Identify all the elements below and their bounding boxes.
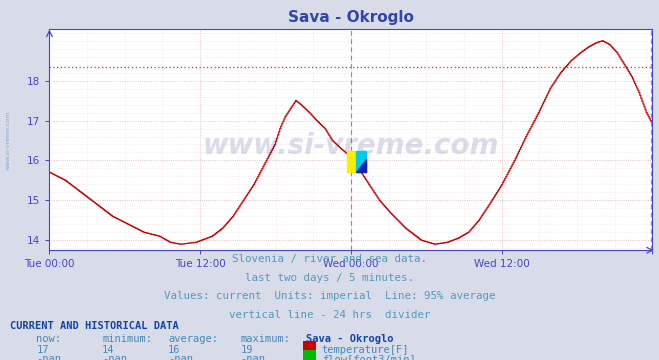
Title: Sava - Okroglo: Sava - Okroglo xyxy=(288,10,414,25)
Text: www.si-vreme.com: www.si-vreme.com xyxy=(5,111,11,170)
Text: Sava - Okroglo: Sava - Okroglo xyxy=(306,334,394,344)
Text: Slovenia / river and sea data.: Slovenia / river and sea data. xyxy=(232,254,427,264)
Text: 14: 14 xyxy=(102,345,115,355)
Text: CURRENT AND HISTORICAL DATA: CURRENT AND HISTORICAL DATA xyxy=(10,321,179,331)
Text: minimum:: minimum: xyxy=(102,334,152,344)
Text: www.si-vreme.com: www.si-vreme.com xyxy=(203,132,499,160)
Text: Values: current  Units: imperial  Line: 95% average: Values: current Units: imperial Line: 95… xyxy=(163,291,496,301)
Text: -nan: -nan xyxy=(168,354,193,360)
Text: -nan: -nan xyxy=(36,354,61,360)
Text: average:: average: xyxy=(168,334,218,344)
Text: 17: 17 xyxy=(36,345,49,355)
Text: 19: 19 xyxy=(241,345,253,355)
Text: -nan: -nan xyxy=(241,354,266,360)
Text: flow[foot3/min]: flow[foot3/min] xyxy=(322,354,415,360)
Bar xyxy=(356,151,366,172)
Text: maximum:: maximum: xyxy=(241,334,291,344)
Text: temperature[F]: temperature[F] xyxy=(322,345,409,355)
Text: last two days / 5 minutes.: last two days / 5 minutes. xyxy=(245,273,414,283)
Polygon shape xyxy=(356,159,366,172)
Text: -nan: -nan xyxy=(102,354,127,360)
Text: vertical line - 24 hrs  divider: vertical line - 24 hrs divider xyxy=(229,310,430,320)
Text: 16: 16 xyxy=(168,345,181,355)
Bar xyxy=(347,151,356,172)
Text: now:: now: xyxy=(36,334,61,344)
